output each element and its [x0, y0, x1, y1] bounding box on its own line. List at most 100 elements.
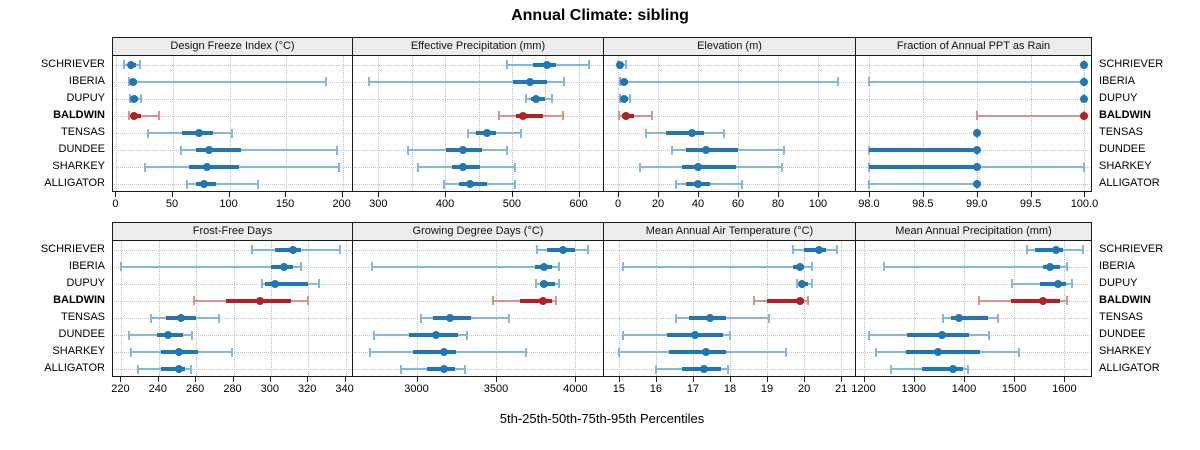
gridline-x — [913, 241, 915, 376]
panel-strip: Mean Annual Air Temperature (°C) — [604, 222, 856, 240]
gridline-x — [495, 241, 497, 376]
whisker-cap — [371, 262, 374, 272]
axis-tick-label: 21 — [835, 383, 848, 395]
whisker-cap — [147, 128, 150, 138]
whisker-cap — [975, 111, 978, 121]
axis-tick — [767, 377, 769, 382]
whisker-cap — [191, 330, 194, 340]
gridline-x — [655, 241, 657, 376]
box-25-75 — [905, 350, 980, 355]
whisker-cap — [324, 77, 327, 87]
whisker-cap — [127, 77, 130, 87]
whisker-cap — [505, 145, 508, 155]
station-label-left: SCHRIEVER — [40, 57, 105, 70]
whisker-cap — [123, 60, 126, 70]
axis-tick-label: 20 — [797, 383, 811, 395]
whisker-cap — [524, 94, 527, 104]
station-label-left: ALLIGATOR — [44, 362, 105, 375]
gridline-x — [116, 56, 118, 191]
whisker-5-95 — [619, 114, 652, 117]
whisker-cap — [617, 347, 620, 357]
median-dot — [701, 348, 710, 357]
axis-tick-label: 50 — [165, 198, 179, 210]
panel-3 — [856, 55, 1092, 192]
axis-tick-label: 40 — [691, 198, 705, 210]
whisker-cap — [781, 162, 783, 172]
axis-tick-label: 500 — [502, 198, 522, 210]
box-25-75 — [188, 165, 239, 170]
median-dot — [459, 146, 468, 155]
gridline-x — [308, 241, 310, 376]
median-dot — [796, 262, 805, 271]
box-25-75 — [160, 367, 185, 372]
box-25-75 — [951, 316, 988, 321]
whisker-cap — [128, 94, 131, 104]
panel-0 — [112, 55, 353, 192]
panel-2 — [604, 55, 856, 192]
gridline-x — [445, 56, 447, 191]
station-label-right: DUNDEE — [1099, 328, 1146, 341]
median-dot — [279, 262, 288, 271]
axis-tick — [307, 377, 309, 382]
axis-tick-label: 98.5 — [912, 198, 934, 210]
axis-tick-label: 1400 — [951, 383, 977, 395]
whisker-cap — [137, 364, 140, 374]
whisker-cap — [368, 77, 371, 87]
axis-tick-label: 99.5 — [1019, 198, 1042, 210]
gridline-row — [605, 369, 854, 371]
gridline-row — [354, 283, 602, 285]
whisker-5-95 — [976, 114, 1085, 117]
gridline-x — [172, 56, 174, 191]
median-dot — [177, 314, 186, 323]
median-dot — [972, 180, 981, 189]
gridline-x — [345, 241, 347, 376]
gridline-row — [354, 300, 602, 302]
gridline-x — [575, 241, 577, 376]
whisker-cap — [629, 94, 631, 104]
median-dot — [558, 245, 567, 254]
median-dot — [933, 348, 942, 357]
median-dot — [1080, 111, 1089, 120]
panel-strip: Elevation (m) — [604, 37, 856, 55]
axis-tick-label: 280 — [223, 383, 242, 395]
axis-tick — [228, 192, 230, 197]
chart-title: Annual Climate: sibling — [511, 7, 689, 24]
axis-tick — [963, 377, 965, 382]
whisker-cap — [368, 347, 371, 357]
station-label-right: SHARKEY — [1099, 345, 1152, 358]
whisker-cap — [1082, 245, 1085, 255]
median-dot — [440, 348, 449, 357]
whisker-cap — [882, 262, 885, 272]
axis-tick — [804, 377, 806, 382]
axis-tick — [818, 192, 819, 197]
gridline-row — [354, 64, 602, 66]
gridline-x — [511, 56, 513, 191]
axis-tick — [285, 192, 287, 197]
axis-tick — [445, 192, 447, 197]
whisker-cap — [193, 296, 196, 306]
whisker-cap — [185, 179, 188, 189]
whisker-cap — [230, 347, 233, 357]
whisker-cap — [550, 94, 553, 104]
axis-tick-label: 0 — [614, 198, 622, 210]
whisker-cap — [189, 364, 192, 374]
panel-strip: Mean Annual Precipitation (mm) — [856, 222, 1092, 240]
axis-tick — [341, 192, 343, 197]
gridline-row — [114, 283, 351, 285]
whisker-5-95 — [369, 80, 564, 83]
whisker-cap — [158, 111, 161, 121]
gridline-x — [1084, 56, 1086, 191]
panel-7 — [856, 240, 1092, 377]
axis-tick — [511, 192, 513, 197]
gridline-x — [618, 241, 620, 376]
axis-tick-label: 1600 — [1052, 383, 1077, 395]
axis-tick-label: 260 — [185, 383, 205, 395]
whisker-cap — [675, 179, 677, 189]
whisker-cap — [810, 279, 813, 289]
whisker-cap — [260, 279, 263, 289]
gridline-x — [478, 56, 480, 191]
box-25-75 — [265, 281, 309, 286]
axis-tick — [120, 377, 122, 382]
gridline-x — [976, 56, 978, 191]
gridline-x — [922, 56, 924, 191]
